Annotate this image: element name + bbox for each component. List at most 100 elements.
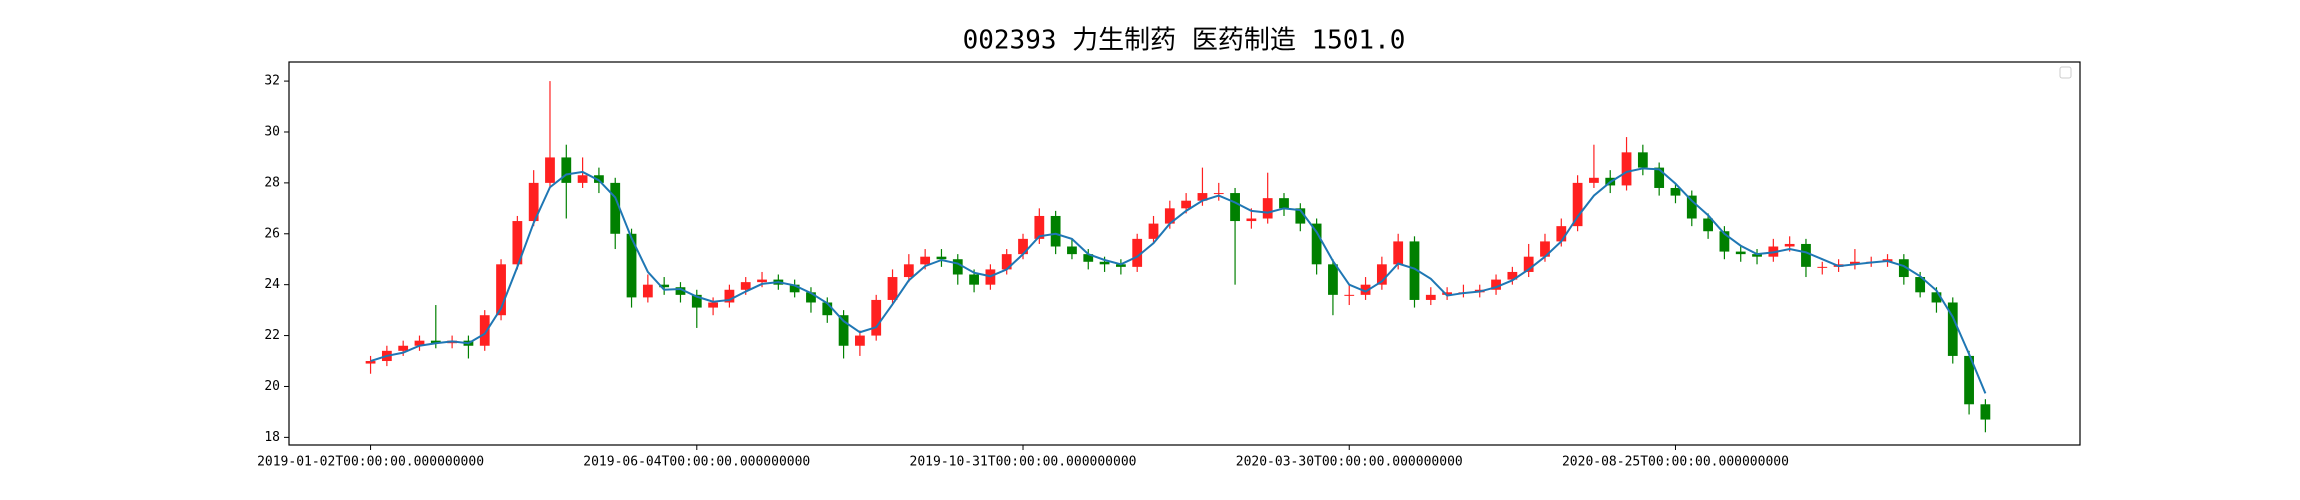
- candle-body: [903, 264, 914, 278]
- candle-body: [1654, 167, 1665, 188]
- candle-body: [1213, 193, 1224, 195]
- candle-body: [1931, 292, 1942, 303]
- candle-body: [1115, 264, 1126, 267]
- candle-body: [1067, 246, 1077, 255]
- candle-body: [838, 315, 849, 346]
- candle-body: [1980, 404, 1991, 420]
- candle-body: [1850, 261, 1860, 265]
- candle-body: [675, 287, 686, 295]
- candle-body: [1376, 264, 1387, 285]
- y-tick-label: 22: [264, 328, 280, 343]
- candle-body: [920, 256, 931, 265]
- candle-body: [659, 284, 670, 288]
- candle-body: [1442, 292, 1453, 295]
- candle-body: [414, 340, 425, 346]
- candle-body: [1393, 241, 1404, 265]
- candle-body: [789, 284, 800, 293]
- candle-body: [545, 157, 555, 183]
- candle-body: [822, 302, 833, 316]
- x-tick-label: 2019-06-04T00:00:00.000000000: [583, 455, 810, 470]
- candle-body: [610, 182, 621, 234]
- candle-body: [724, 289, 735, 303]
- candle-body: [1034, 215, 1045, 239]
- candle-body: [1360, 284, 1371, 295]
- candle-body: [1001, 254, 1012, 270]
- candle-body: [1784, 243, 1795, 247]
- candle-body: [528, 182, 539, 222]
- candle-body: [496, 264, 506, 316]
- candle-body: [1719, 231, 1730, 252]
- candle-body: [479, 315, 490, 346]
- candle-body: [1556, 226, 1567, 242]
- candle-body: [1817, 266, 1828, 268]
- candle-body: [1099, 261, 1110, 265]
- candle-body: [1801, 243, 1811, 267]
- candle-body: [1540, 241, 1550, 257]
- candle-body: [1230, 193, 1240, 222]
- y-tick-label: 30: [264, 124, 280, 139]
- candle-body: [1572, 182, 1583, 227]
- candle-body: [1148, 223, 1159, 239]
- candle-body: [1197, 193, 1208, 201]
- candle-body: [1735, 251, 1746, 255]
- candle-body: [1262, 198, 1273, 219]
- candle-body: [1947, 302, 1958, 356]
- y-tick-label: 26: [264, 226, 280, 241]
- candle-body: [626, 233, 637, 298]
- candle-body: [871, 299, 882, 336]
- candle-body: [1328, 264, 1338, 295]
- candle-body: [1915, 277, 1926, 293]
- candle-body: [1164, 208, 1175, 224]
- candle-body: [1246, 218, 1257, 222]
- candle-body: [1425, 294, 1436, 300]
- candle-body: [561, 157, 572, 183]
- y-tick-label: 18: [264, 430, 280, 445]
- x-tick-label: 2020-08-25T00:00:00.000000000: [1562, 455, 1789, 470]
- candle-body: [1491, 279, 1501, 290]
- candle-body: [691, 294, 702, 308]
- candle-body: [1637, 152, 1648, 168]
- candle-body: [1083, 254, 1094, 262]
- candle-body: [1050, 215, 1061, 247]
- candle-body: [1686, 195, 1697, 219]
- candle-body: [1311, 223, 1322, 265]
- candle-body: [642, 284, 653, 298]
- y-tick-label: 28: [264, 175, 280, 190]
- candle-body: [594, 175, 604, 183]
- candle-body: [512, 221, 523, 265]
- candle-body: [806, 292, 816, 303]
- candle-body: [969, 274, 979, 285]
- candle-body: [1898, 259, 1909, 278]
- candle-body: [952, 259, 963, 275]
- candle-body: [430, 340, 441, 344]
- candle-body: [740, 282, 751, 290]
- chart-title: 002393 力生制药 医药制造 1501.0: [963, 26, 1406, 56]
- x-tick-label: 2019-01-02T00:00:00.000000000: [257, 455, 484, 470]
- candle-body: [757, 279, 767, 283]
- candle-body: [577, 175, 588, 183]
- legend: [2059, 66, 2072, 79]
- y-tick-label: 20: [264, 379, 280, 394]
- candle-body: [887, 277, 898, 300]
- candle-body: [855, 335, 865, 346]
- candle-body: [1181, 200, 1192, 209]
- candle-body: [1621, 152, 1632, 186]
- candle-body: [398, 345, 409, 351]
- candle-body: [1018, 238, 1028, 255]
- y-tick-label: 32: [264, 74, 280, 89]
- x-tick-label: 2020-03-30T00:00:00.000000000: [1236, 455, 1463, 470]
- candle-body: [1964, 355, 1974, 405]
- x-tick-label: 2019-10-31T00:00:00.000000000: [910, 455, 1137, 470]
- candle-body: [1523, 256, 1534, 272]
- candle-body: [1344, 294, 1355, 296]
- candle-body: [1279, 198, 1289, 209]
- candle-body: [1589, 177, 1599, 183]
- ma-line: [370, 167, 1987, 394]
- y-tick-label: 24: [264, 277, 280, 292]
- candle-body: [1295, 208, 1306, 224]
- candle-body: [1507, 271, 1518, 280]
- candle-body: [936, 256, 947, 260]
- candle-body: [1670, 187, 1681, 196]
